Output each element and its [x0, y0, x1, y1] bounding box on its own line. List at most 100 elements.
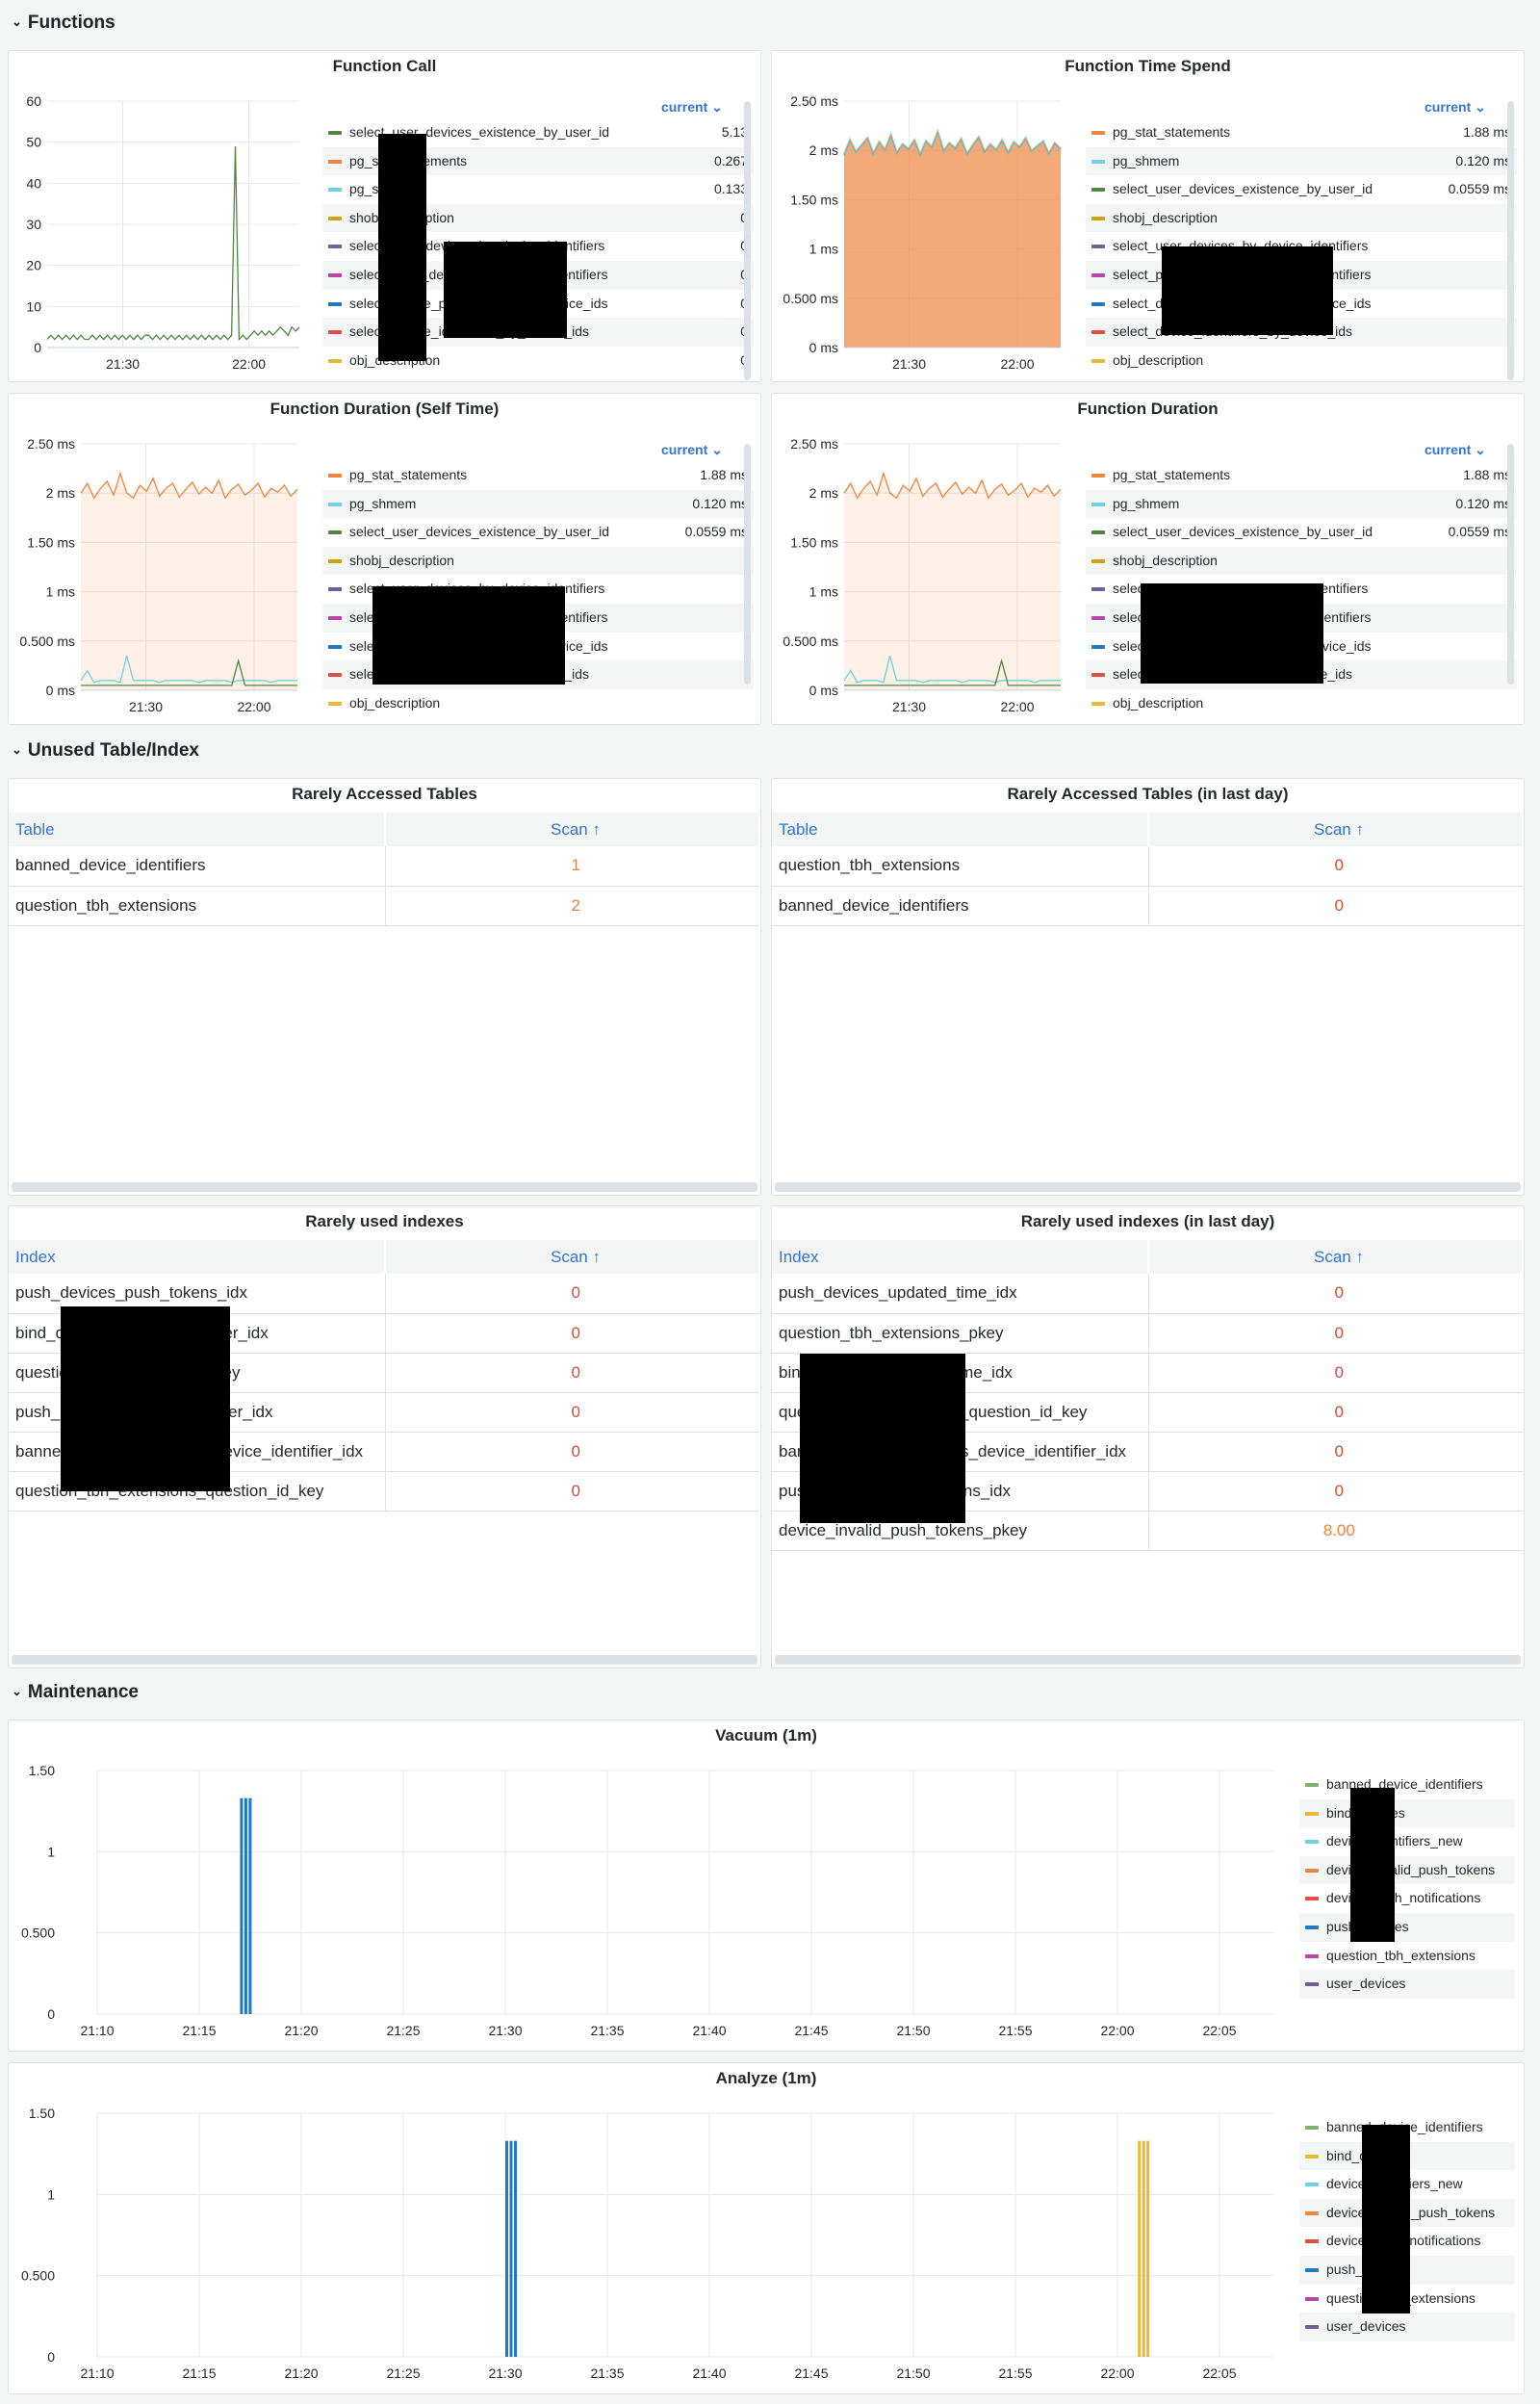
cell-scan: 2 — [384, 886, 759, 926]
x-tick-label: 21:30 — [106, 356, 140, 372]
horizontal-scrollbar[interactable] — [12, 1655, 757, 1665]
legend-item[interactable]: device_identifiers_new — [1299, 1827, 1515, 1856]
legend-item[interactable]: select_user_devices_existence_by_user_id… — [1086, 518, 1517, 547]
legend-swatch — [1305, 2154, 1319, 2158]
cell-scan: 0 — [1147, 1313, 1523, 1354]
bar — [505, 2140, 508, 2357]
legend-item[interactable]: pg_stat_statements 1.88 ms — [1086, 461, 1517, 490]
x-tick-label: 21:55 — [998, 2023, 1032, 2038]
panel-function-call: Function Call 0 10 20 30 40 50 60 21:30 22:00 cu… — [8, 50, 761, 382]
x-tick-label: 21:50 — [896, 2023, 930, 2038]
row-maintenance[interactable]: ⌄ Maintenance — [12, 1682, 139, 1702]
chevron-down-icon: ⌄ — [12, 1684, 22, 1698]
table-row: banned_device_identifiers 0 — [772, 886, 1523, 926]
column-header[interactable]: Table — [9, 813, 386, 846]
legend-swatch — [328, 216, 342, 220]
panel-title: Vacuum (1m) — [715, 1726, 817, 1745]
legend-item[interactable]: select_user_devices_existence_by_user_id… — [1086, 175, 1517, 204]
panel-title: Analyze (1m) — [715, 2069, 817, 2087]
panel-title: Rarely Accessed Tables — [292, 785, 477, 803]
x-tick-label: 21:10 — [80, 2365, 114, 2381]
legend-swatch — [1091, 131, 1105, 135]
legend-swatch — [1305, 1897, 1319, 1901]
legend-item[interactable]: banned_device_identifiers — [1299, 1771, 1515, 1799]
legend-swatch — [1305, 1811, 1319, 1816]
legend-scrollbar[interactable] — [744, 101, 751, 380]
legend-item[interactable]: pg_shmem 0.120 ms — [322, 489, 754, 519]
legend-item[interactable]: select_user_devices_existence_by_user_id… — [322, 518, 754, 547]
legend-swatch — [328, 131, 342, 135]
x-tick-label: 21:20 — [284, 2023, 318, 2038]
legend-swatch — [328, 530, 342, 535]
y-tick-label: 1.50 ms — [790, 192, 838, 207]
legend-swatch — [1305, 1868, 1319, 1873]
y-tick-label: 30 — [26, 217, 41, 232]
x-tick-label: 22:00 — [1100, 2023, 1134, 2038]
legend-item[interactable]: device_push_notifications — [1299, 1884, 1515, 1913]
legend-swatch — [328, 615, 342, 620]
bar — [1142, 2140, 1145, 2357]
x-tick-label: 21:30 — [892, 356, 926, 372]
legend-item[interactable]: pg_stat_statements 1.88 ms — [1086, 118, 1517, 147]
cell-scan: 0 — [1147, 1471, 1523, 1512]
legend-value: 5.13 — [721, 124, 748, 140]
current-sort-button[interactable]: current ⌄ — [661, 99, 723, 115]
current-sort-button[interactable]: current ⌄ — [661, 442, 723, 457]
legend-swatch — [328, 330, 342, 335]
column-header[interactable]: Index — [9, 1240, 386, 1274]
horizontal-scrollbar[interactable] — [12, 1182, 757, 1192]
legend-scrollbar[interactable] — [1507, 444, 1514, 685]
legend-item[interactable]: device_invalid_push_tokens — [1299, 1855, 1515, 1885]
x-tick-label: 21:15 — [182, 2365, 216, 2381]
y-tick-label: 0.500 ms — [19, 633, 75, 649]
legend-swatch — [328, 502, 342, 506]
y-tick-label: 1.50 ms — [790, 534, 838, 550]
legend-scrollbar[interactable] — [1507, 101, 1514, 380]
column-header-scan[interactable]: Scan ↑ — [1148, 1240, 1524, 1274]
legend-item[interactable]: shobj_description — [322, 546, 754, 576]
x-tick-label: 21:40 — [692, 2365, 726, 2381]
legend-value: 0.120 ms — [692, 495, 748, 511]
legend-label: pg_stat_statements — [1113, 467, 1231, 482]
column-header-scan[interactable]: Scan ↑ — [385, 813, 760, 846]
legend-item[interactable]: pg_stat_statements 1.88 ms — [322, 461, 754, 490]
row-unused[interactable]: ⌄ Unused Table/Index — [12, 740, 199, 761]
legend-item[interactable]: shobj_description — [1086, 203, 1517, 233]
column-header-scan[interactable]: Scan ↑ — [385, 1240, 760, 1274]
bar — [514, 2140, 517, 2357]
legend-item[interactable]: pg_shmem 0.120 ms — [1086, 489, 1517, 519]
column-header[interactable]: Table — [772, 813, 1149, 846]
row-functions[interactable]: ⌄ Functions — [12, 13, 116, 33]
legend-item[interactable]: question_tbh_extensions — [1299, 1942, 1515, 1971]
legend-item[interactable]: push_devices — [1299, 1912, 1515, 1942]
panel-title: Rarely Accessed Tables (in last day) — [1007, 785, 1289, 803]
panel-rare-tables: Rarely Accessed Tables Table Scan ↑ banned… — [8, 778, 761, 1196]
legend-swatch — [1305, 1840, 1319, 1845]
horizontal-scrollbar[interactable] — [775, 1655, 1521, 1665]
column-header[interactable]: Index — [772, 1240, 1149, 1274]
legend-item[interactable]: shobj_description — [1086, 546, 1517, 576]
legend-item[interactable]: obj_description — [1086, 689, 1517, 718]
legend-swatch — [1091, 301, 1105, 306]
legend-item[interactable]: bind_devices — [1299, 1798, 1515, 1828]
y-tick-label: 2.50 ms — [27, 436, 75, 452]
horizontal-scrollbar[interactable] — [775, 1182, 1521, 1192]
legend-item[interactable]: user_devices — [1299, 2313, 1515, 2341]
legend-item[interactable]: obj_description — [322, 689, 754, 718]
legend-item[interactable]: pg_shmem 0.120 ms — [1086, 146, 1517, 176]
legend-value: 0.0559 ms — [1448, 524, 1511, 540]
legend-scrollbar[interactable] — [744, 444, 751, 685]
legend-swatch — [1091, 502, 1105, 506]
legend-swatch — [1091, 474, 1105, 478]
legend-item[interactable]: obj_description — [1086, 347, 1517, 375]
current-sort-button[interactable]: current ⌄ — [1424, 99, 1486, 115]
current-sort-button[interactable]: current ⌄ — [1424, 442, 1486, 457]
chevron-down-icon: ⌄ — [711, 442, 723, 457]
column-header-scan[interactable]: Scan ↑ — [1148, 813, 1524, 846]
cell-name: push_devices_updated_time_idx — [772, 1274, 1148, 1314]
legend-item[interactable]: user_devices — [1299, 1970, 1515, 1999]
x-tick-label: 21:10 — [80, 2023, 114, 2038]
y-tick-label: 10 — [26, 298, 41, 314]
x-tick-label: 21:45 — [794, 2023, 828, 2038]
